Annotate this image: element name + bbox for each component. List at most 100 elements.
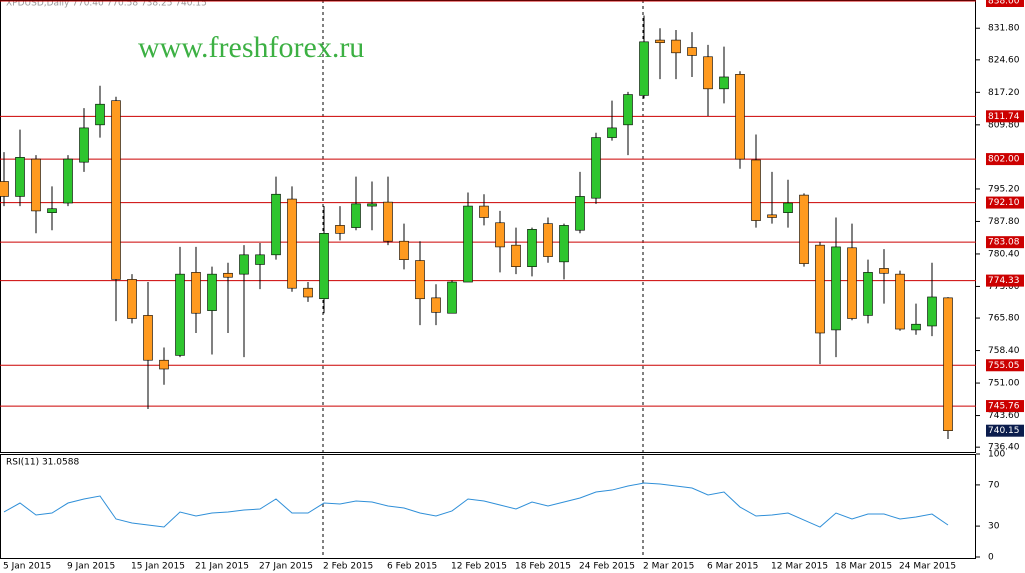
candle-body: [287, 198, 297, 289]
candle-body: [671, 39, 681, 54]
y-tick-label: 780.40: [988, 249, 1020, 259]
candle-body: [511, 244, 521, 267]
candle-body: [303, 287, 313, 298]
candle-body: [687, 47, 697, 56]
candle-body: [783, 202, 793, 213]
x-tick-label: 6 Feb 2015: [387, 562, 437, 572]
x-tick-label: 2 Feb 2015: [323, 562, 373, 572]
candle-body: [319, 233, 329, 300]
x-tick-label: 18 Mar 2015: [835, 562, 892, 572]
level-label-box: [986, 196, 1024, 209]
candle-body: [15, 157, 25, 197]
level-label-box: [986, 274, 1024, 287]
x-tick-label: 24 Feb 2015: [579, 562, 635, 572]
candle-body: [447, 281, 457, 314]
candle-body: [591, 137, 601, 199]
candle-body: [527, 229, 537, 267]
level-label: 811.74: [988, 112, 1020, 122]
candle-body: [383, 201, 393, 242]
y-tick-label: 0: [988, 553, 994, 563]
candle-body: [79, 127, 89, 163]
candle-body: [47, 208, 57, 213]
candle-body: [703, 56, 713, 90]
level-label: 792.10: [988, 198, 1020, 208]
x-tick-label: 5 Jan 2015: [3, 562, 51, 572]
y-tick-label: 817.20: [988, 88, 1020, 98]
x-tick-label: 12 Mar 2015: [771, 562, 828, 572]
level-label-box: [986, 0, 1024, 7]
x-tick-label: 21 Jan 2015: [195, 562, 249, 572]
candle-body: [751, 159, 761, 221]
last-price-label: 740.15: [988, 426, 1020, 436]
indicator-panel-border: [0, 454, 976, 559]
x-tick-label: 27 Jan 2015: [259, 562, 313, 572]
candle-body: [63, 158, 73, 204]
level-label-box: [986, 359, 1024, 372]
candle-body: [847, 247, 857, 319]
candle-body: [175, 273, 185, 356]
x-tick-label: 15 Jan 2015: [131, 562, 185, 572]
candle-body: [655, 39, 665, 44]
level-label-box: [986, 400, 1024, 413]
candle-body: [943, 297, 953, 432]
candle-body: [191, 272, 201, 314]
candle-body: [623, 94, 633, 126]
level-label-box: [986, 236, 1024, 249]
candle-body: [367, 203, 377, 207]
watermark: www.freshforex.ru: [138, 31, 364, 64]
candle-body: [895, 273, 905, 330]
candle-body: [239, 254, 249, 275]
candle-body: [815, 244, 825, 334]
level-label: 774.33: [988, 276, 1020, 286]
y-tick-label: 809.80: [988, 120, 1020, 130]
candle-body: [95, 103, 105, 126]
y-tick-label: 758.40: [988, 346, 1020, 356]
candle-body: [863, 272, 873, 316]
candle-body: [399, 240, 409, 260]
candle-body: [31, 158, 41, 212]
candle-body: [351, 203, 361, 228]
candle-body: [639, 41, 649, 96]
x-tick-label: 18 Feb 2015: [515, 562, 571, 572]
chart-title: XPDUSD,Daily 770.40 770.58 738.25 740.15: [6, 0, 207, 9]
level-label: 745.76: [988, 402, 1020, 412]
candle-body: [543, 223, 553, 257]
y-tick-label: 736.40: [988, 443, 1020, 453]
candle-body: [559, 225, 569, 263]
candle-body: [719, 76, 729, 90]
indicator-line: [3, 482, 949, 528]
x-tick-label: 24 Mar 2015: [899, 562, 956, 572]
last-price-box: [986, 424, 1024, 437]
y-tick-label: 787.80: [988, 217, 1020, 227]
candle-body: [207, 273, 217, 311]
level-label: 755.05: [988, 361, 1020, 371]
candle-body: [767, 214, 777, 218]
level-label: 783.08: [988, 238, 1020, 248]
candle-body: [575, 196, 585, 231]
candle-body: [431, 297, 441, 313]
indicator-title: RSI(11) 31.0588: [6, 458, 79, 468]
level-label: 802.00: [988, 155, 1020, 165]
level-label-box: [986, 153, 1024, 166]
candle-body: [463, 205, 473, 283]
candle-body: [159, 359, 169, 370]
y-tick-label: 795.20: [988, 184, 1020, 194]
candle-body: [271, 193, 281, 256]
x-tick-label: 6 Mar 2015: [707, 562, 758, 572]
y-tick-label: 831.80: [988, 24, 1020, 34]
level-label: 838.00: [988, 0, 1020, 7]
y-tick-label: 70: [988, 480, 1000, 490]
candle-body: [0, 181, 9, 197]
candle-body: [799, 194, 809, 264]
candle-body: [335, 225, 345, 234]
candle-body: [255, 254, 265, 265]
candle-body: [111, 100, 121, 280]
y-tick-label: 30: [988, 522, 1000, 532]
x-tick-label: 9 Jan 2015: [67, 562, 115, 572]
candle-body: [831, 246, 841, 331]
candle-body: [927, 296, 937, 327]
y-tick-label: 773.00: [988, 282, 1020, 292]
candle-body: [143, 315, 153, 361]
x-tick-label: 12 Feb 2015: [451, 562, 507, 572]
